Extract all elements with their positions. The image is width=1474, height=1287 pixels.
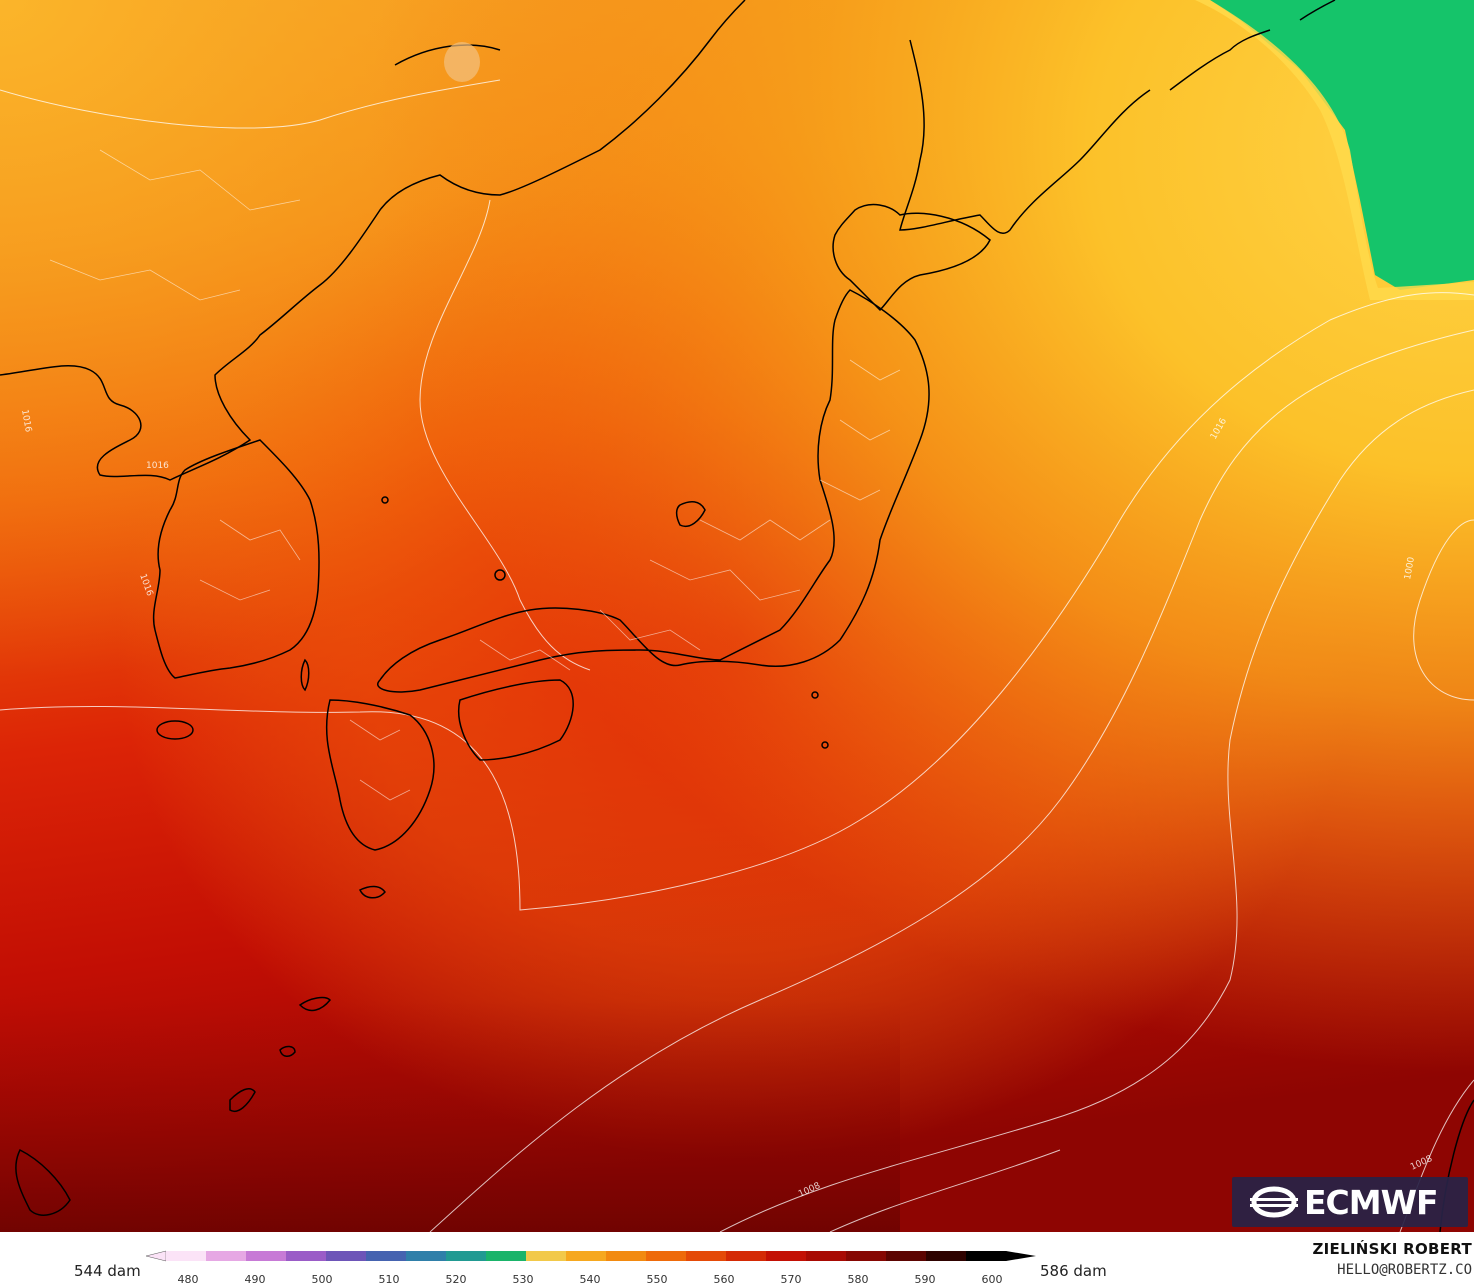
coastlines — [0, 0, 1474, 1232]
colorbar-tick-label: 520 — [445, 1273, 467, 1286]
colorbar-segment — [206, 1251, 247, 1261]
colorbar-left-arrow — [146, 1250, 167, 1262]
logo-text: ECMWF — [1304, 1182, 1439, 1222]
colorbar-tick-label: 540 — [579, 1273, 601, 1286]
colorbar-segment — [766, 1251, 807, 1261]
colorbar-segment — [326, 1251, 367, 1261]
colorbar-tick-label: 530 — [512, 1273, 534, 1286]
ecmwf-logo: ECMWF — [1232, 1177, 1468, 1227]
colorbar-segment — [846, 1251, 887, 1261]
colorbar-tick-label: 600 — [981, 1273, 1003, 1286]
colorbar-tick-label: 560 — [713, 1273, 735, 1286]
colorbar-tick-label: 570 — [780, 1273, 802, 1286]
colorbar-segment — [926, 1251, 967, 1261]
colorbar-segment — [966, 1251, 1007, 1261]
colorbar-segment — [686, 1251, 727, 1261]
low-pressure-area — [1210, 0, 1474, 290]
colorbar-right-arrow — [1006, 1251, 1036, 1261]
colorbar-segment — [366, 1251, 407, 1261]
colorbar-segment — [606, 1251, 647, 1261]
colorbar-tick-label: 490 — [244, 1273, 266, 1286]
colorbar-tick-label: 580 — [847, 1273, 869, 1286]
ecmwf-logo-icon — [1250, 1186, 1298, 1218]
colorbar-segment — [886, 1251, 927, 1261]
colorbar-segment — [486, 1251, 527, 1261]
author-email: HELLO@ROBERTZ.CO — [1337, 1262, 1472, 1278]
colorbar-segment — [806, 1251, 847, 1261]
isobar-label: 1016 — [19, 409, 33, 434]
colorbar-tick-label: 480 — [177, 1273, 199, 1286]
colorbar-segment — [646, 1251, 687, 1261]
colorbar-tick-label: 550 — [646, 1273, 668, 1286]
colorbar — [146, 1250, 1036, 1262]
colorbar-segment — [566, 1251, 607, 1261]
colorbar-segment — [246, 1251, 287, 1261]
colorbar-segment — [726, 1251, 767, 1261]
admin-borders — [49, 149, 901, 801]
geopotential-height-map: 1016 1016 1016 1016 1008 1008 1000 — [0, 0, 1474, 1232]
colorbar-tick-label: 500 — [311, 1273, 333, 1286]
colorbar-segment — [526, 1251, 567, 1261]
colorbar-tick-label: 590 — [914, 1273, 936, 1286]
colorbar-tick-label: 510 — [378, 1273, 400, 1286]
isobar-label: 1016 — [146, 461, 169, 471]
colorbar-segment — [286, 1251, 327, 1261]
isobar-label: 1000 — [1403, 556, 1417, 581]
colorbar-segment — [446, 1251, 487, 1261]
colorbar-segment — [406, 1251, 447, 1261]
range-min-label: 544 dam — [74, 1262, 141, 1280]
colorbar-segment — [166, 1251, 207, 1261]
author-name: ZIELIŃSKI ROBERT — [1312, 1240, 1472, 1258]
isobar-lines — [0, 79, 1474, 1232]
range-max-label: 586 dam — [1040, 1262, 1107, 1280]
